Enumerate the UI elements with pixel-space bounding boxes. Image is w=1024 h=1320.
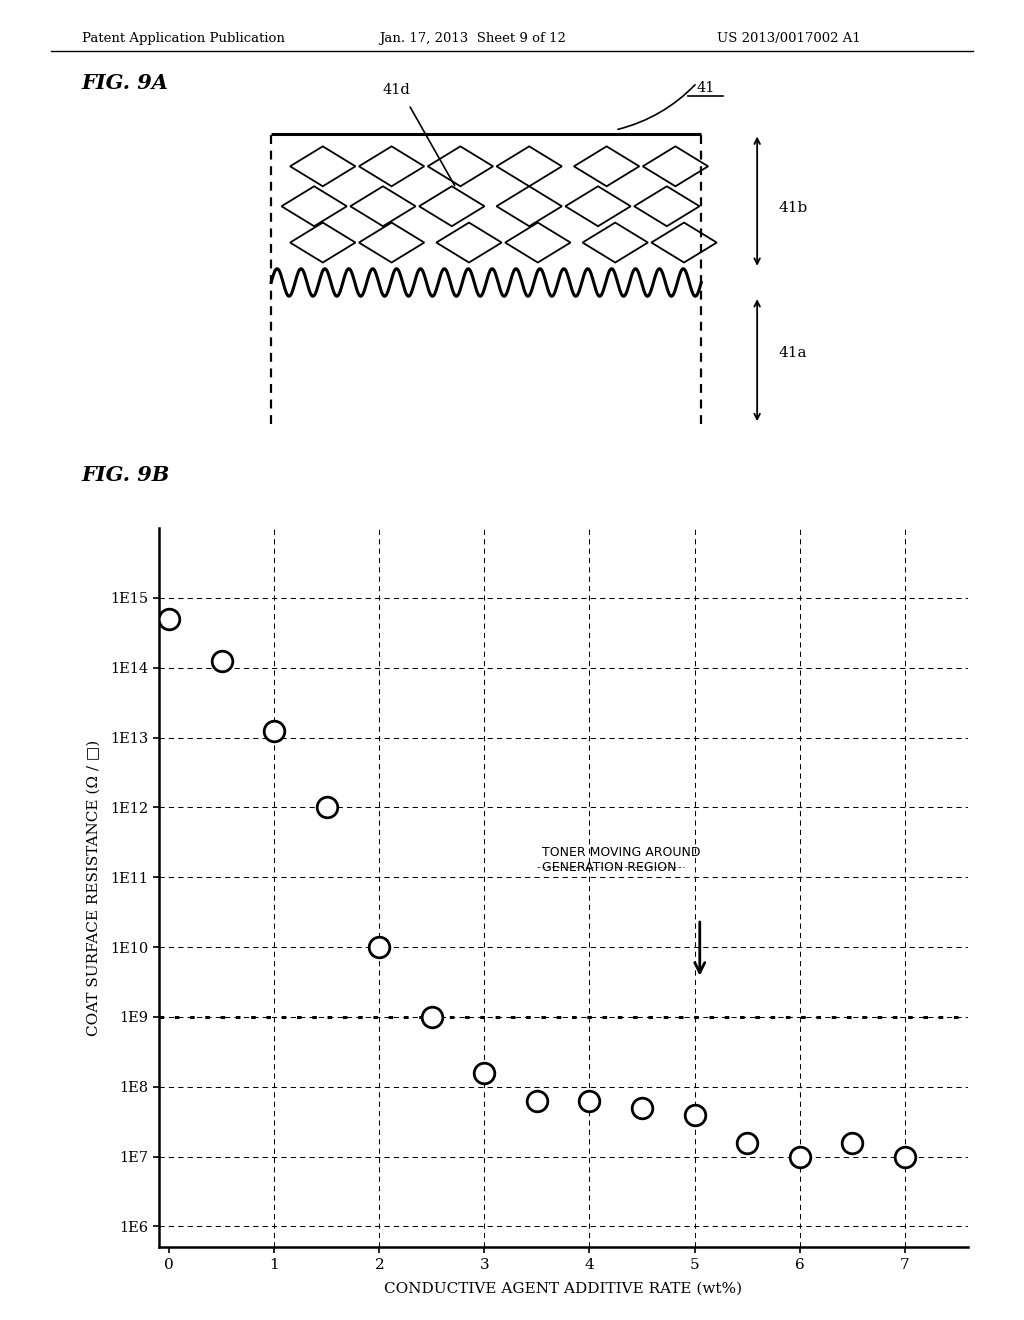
Point <box>844 1133 860 1154</box>
Text: Jan. 17, 2013  Sheet 9 of 12: Jan. 17, 2013 Sheet 9 of 12 <box>379 32 565 45</box>
Text: TONER MOVING AROUND
GENERATION REGION: TONER MOVING AROUND GENERATION REGION <box>542 846 700 874</box>
Point <box>634 1097 650 1118</box>
Text: FIG. 9A: FIG. 9A <box>82 73 169 92</box>
Y-axis label: COAT SURFACE RESISTANCE (Ω / □): COAT SURFACE RESISTANCE (Ω / □) <box>86 739 100 1036</box>
Text: Patent Application Publication: Patent Application Publication <box>82 32 285 45</box>
Point <box>739 1133 756 1154</box>
Point <box>792 1146 808 1167</box>
Point <box>476 1063 493 1084</box>
Point <box>371 936 387 957</box>
Text: 41d: 41d <box>382 83 410 98</box>
Text: FIG. 9B: FIG. 9B <box>82 465 170 484</box>
Point <box>214 651 230 672</box>
Point <box>161 609 177 630</box>
Point <box>424 1006 440 1027</box>
X-axis label: CONDUCTIVE AGENT ADDITIVE RATE (wt%): CONDUCTIVE AGENT ADDITIVE RATE (wt%) <box>384 1282 742 1295</box>
Point <box>318 797 335 818</box>
Point <box>266 719 283 741</box>
Text: 41a: 41a <box>778 346 807 360</box>
Text: US 2013/0017002 A1: US 2013/0017002 A1 <box>717 32 860 45</box>
Point <box>528 1090 545 1111</box>
Text: 41b: 41b <box>778 201 808 215</box>
Text: 41: 41 <box>696 81 715 95</box>
Point <box>582 1090 598 1111</box>
Point <box>896 1146 912 1167</box>
Point <box>686 1104 702 1125</box>
